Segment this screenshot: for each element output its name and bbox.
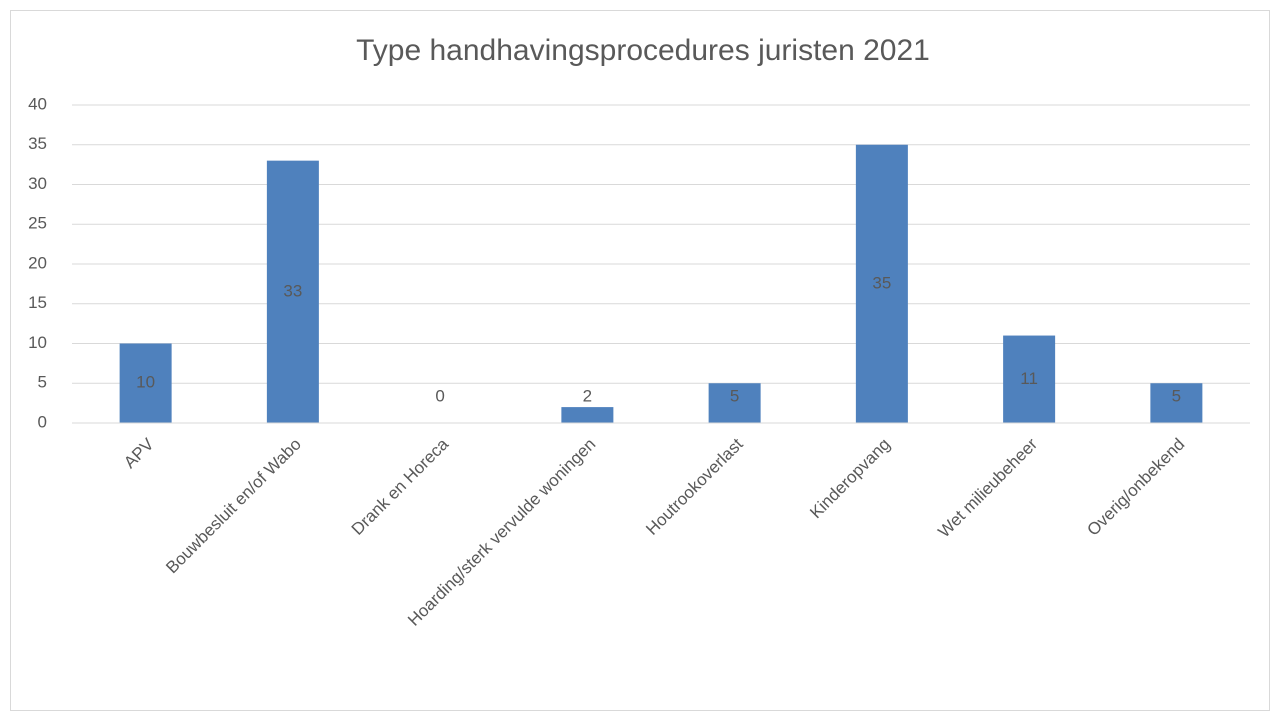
- data-label: 2: [583, 386, 592, 405]
- y-tick-label: 0: [38, 412, 47, 431]
- bar: [561, 407, 614, 423]
- chart-title: Type handhavingsprocedures juristen 2021: [356, 34, 930, 67]
- y-tick-label: 15: [28, 293, 47, 312]
- bar: [266, 160, 319, 423]
- y-tick-label: 40: [28, 94, 47, 113]
- data-label: 35: [872, 273, 891, 292]
- bar: [1150, 383, 1203, 423]
- y-tick-label: 5: [38, 373, 47, 392]
- y-tick-label: 20: [28, 253, 47, 272]
- y-tick-label: 30: [28, 174, 47, 193]
- data-label: 33: [283, 281, 302, 300]
- data-label: 11: [1020, 369, 1038, 388]
- y-tick-label: 35: [28, 134, 47, 153]
- data-label: 5: [1172, 386, 1181, 405]
- chart-border: [10, 10, 1270, 711]
- bar: [119, 343, 172, 423]
- bar: [1003, 335, 1056, 423]
- data-label: 0: [435, 386, 444, 405]
- y-tick-label: 10: [28, 333, 47, 352]
- bar: [855, 144, 908, 423]
- y-tick-label: 25: [28, 214, 47, 233]
- bar: [708, 383, 761, 423]
- data-label: 10: [136, 373, 155, 392]
- data-label: 5: [730, 386, 739, 405]
